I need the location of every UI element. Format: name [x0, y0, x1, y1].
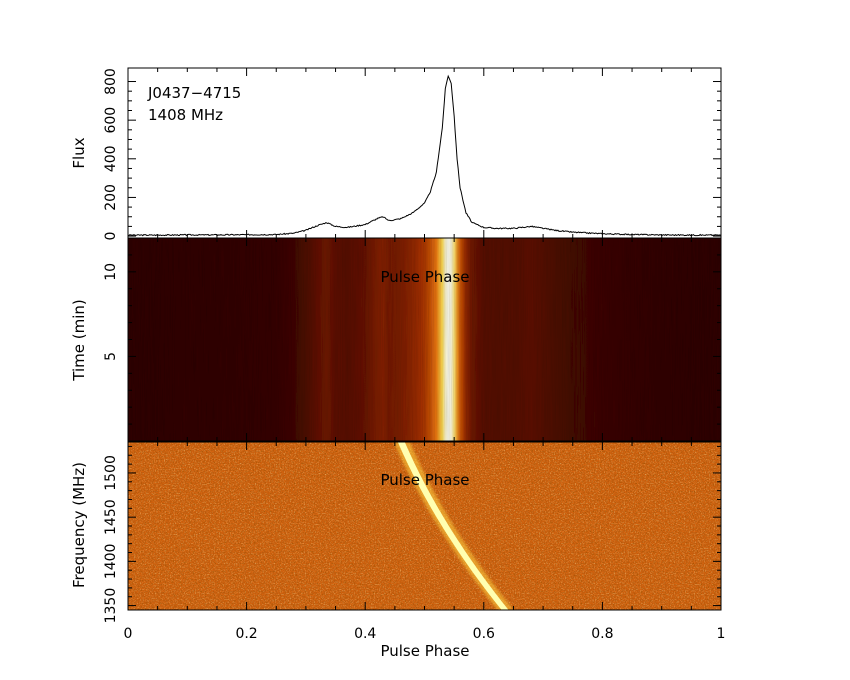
profile-y-ticks: 0 200 400 600 800: [103, 68, 721, 241]
time-axis-label: Time (min): [70, 299, 88, 381]
frequency-y-ticks: 1350 1400 1450 1500: [103, 445, 721, 624]
profile-y-tick-label: 800: [103, 68, 119, 95]
profile-y-tick-label: 400: [103, 145, 119, 172]
frequency-axis-label: Frequency (MHz): [70, 462, 88, 588]
x-axis-ticks: 0 0.2 0.4 0.6 0.8 1: [124, 68, 726, 642]
x-axis-label: Pulse Phase: [380, 642, 469, 660]
time-y-ticks: 5 10: [103, 237, 721, 442]
profile-y-tick-label: 200: [103, 184, 119, 211]
frequency-y-tick-label: 1400: [103, 544, 119, 580]
observing-frequency: 1408 MHz: [148, 106, 223, 124]
frequency-y-tick-label: 1500: [103, 455, 119, 491]
source-name: J0437−4715: [147, 84, 241, 102]
frequency-y-tick-label: 1450: [103, 499, 119, 535]
x-tick-label: 0.4: [354, 626, 376, 642]
x-tick-label: 1: [717, 626, 726, 642]
time-heatmap-fill: [128, 238, 721, 441]
flux-axis-label: Flux: [70, 137, 88, 168]
frequency-heatmap: [128, 442, 721, 610]
time-phase-panel: Pulse Phase Time (min) 5 10: [70, 237, 722, 442]
x-tick-label: 0.6: [473, 626, 495, 642]
dispersion-sweep: [397, 442, 509, 610]
time-y-tick-label: 10: [103, 263, 119, 281]
frequency-phase-panel: Pulse Phase Frequency (MHz) 1350 1400 1450…: [70, 441, 722, 624]
time-y-tick-label: 5: [103, 352, 119, 361]
time-heatmap: [128, 238, 721, 441]
x-tick-label: 0.2: [235, 626, 257, 642]
x-tick-label: 0: [124, 626, 133, 642]
profile-line: [127, 74, 722, 237]
profile-y-tick-label: 600: [103, 107, 119, 134]
frequency-y-tick-label: 1350: [103, 588, 119, 624]
x-tick-label: 0.8: [591, 626, 613, 642]
profile-y-tick-label: 0: [103, 232, 119, 241]
time-panel-title: Pulse Phase: [380, 268, 469, 286]
frequency-panel-title: Pulse Phase: [380, 471, 469, 489]
profile-panel: J0437−4715 1408 MHz Flux 0 200 400 600 800: [70, 67, 722, 241]
frequency-speckle: [128, 442, 721, 610]
